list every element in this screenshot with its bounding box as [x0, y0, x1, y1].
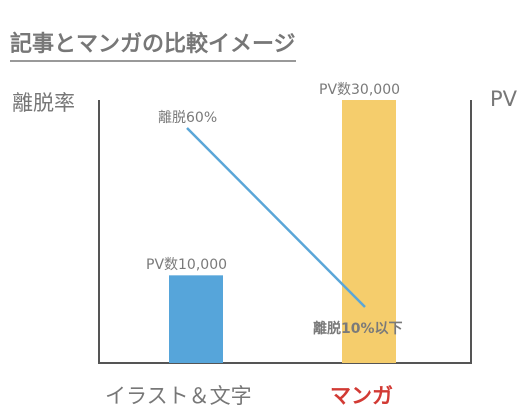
line-end-value: 10% — [341, 321, 375, 337]
rate-line — [186, 127, 366, 308]
left-axis-label: 離脱率 — [12, 91, 75, 115]
axis-frame — [98, 100, 472, 364]
bar-manga — [342, 100, 396, 363]
category-label-manga: マンガ — [330, 384, 393, 408]
bar-illust — [169, 275, 223, 363]
line-end-suffix: 以下 — [374, 321, 403, 337]
right-axis-label: PV — [490, 87, 518, 111]
category-label-illust: イラスト＆文字 — [105, 384, 252, 408]
line-start-label: 離脱60% — [158, 110, 218, 126]
chart-title: 記事とマンガの比較イメージ — [10, 26, 296, 62]
line-end-prefix: 離脱 — [313, 321, 341, 337]
line-end-label: 離脱10%以下 — [313, 318, 403, 338]
bar-label-illust: PV数10,000 — [146, 257, 228, 274]
bar-label-manga: PV数30,000 — [319, 82, 401, 98]
